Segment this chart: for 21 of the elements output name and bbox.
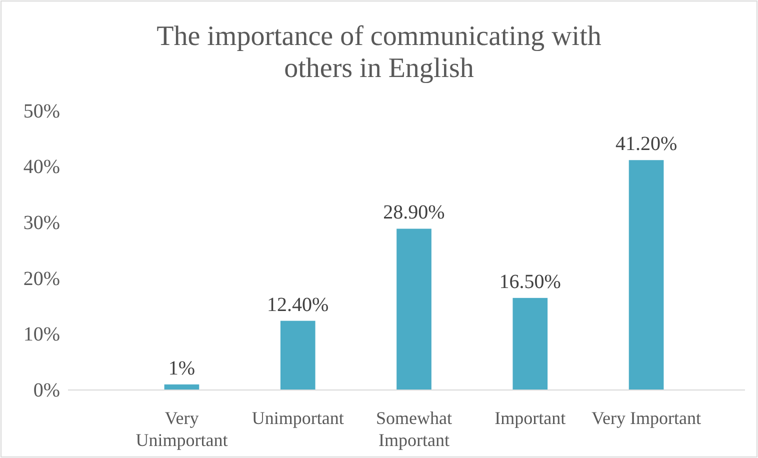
y-tick-label: 30%	[23, 212, 60, 234]
x-tick-label: Unimportant	[252, 408, 344, 428]
data-label: 41.20%	[615, 133, 678, 156]
bar	[396, 228, 432, 390]
chart-title: The importance of communicating with others in English	[156, 21, 602, 84]
y-tick-label: 40%	[23, 156, 60, 178]
x-tick-label: Very Important	[592, 408, 702, 428]
x-tick-label: Important	[494, 408, 566, 428]
y-tick-label: 0%	[33, 379, 60, 402]
data-label: 16.50%	[499, 270, 561, 293]
x-tick-label: Very Unimportant	[136, 408, 228, 450]
y-tick-label: 20%	[23, 268, 60, 290]
y-tick-label: 10%	[23, 324, 60, 346]
bar	[280, 320, 316, 390]
bar	[628, 160, 664, 390]
data-label: 12.40%	[267, 294, 329, 316]
bar	[512, 298, 548, 390]
data-label: 28.90%	[383, 202, 445, 224]
data-label: 1%	[168, 357, 196, 380]
y-tick-label: 50%	[23, 100, 60, 122]
x-tick-label: Somewhat Important	[376, 408, 452, 450]
